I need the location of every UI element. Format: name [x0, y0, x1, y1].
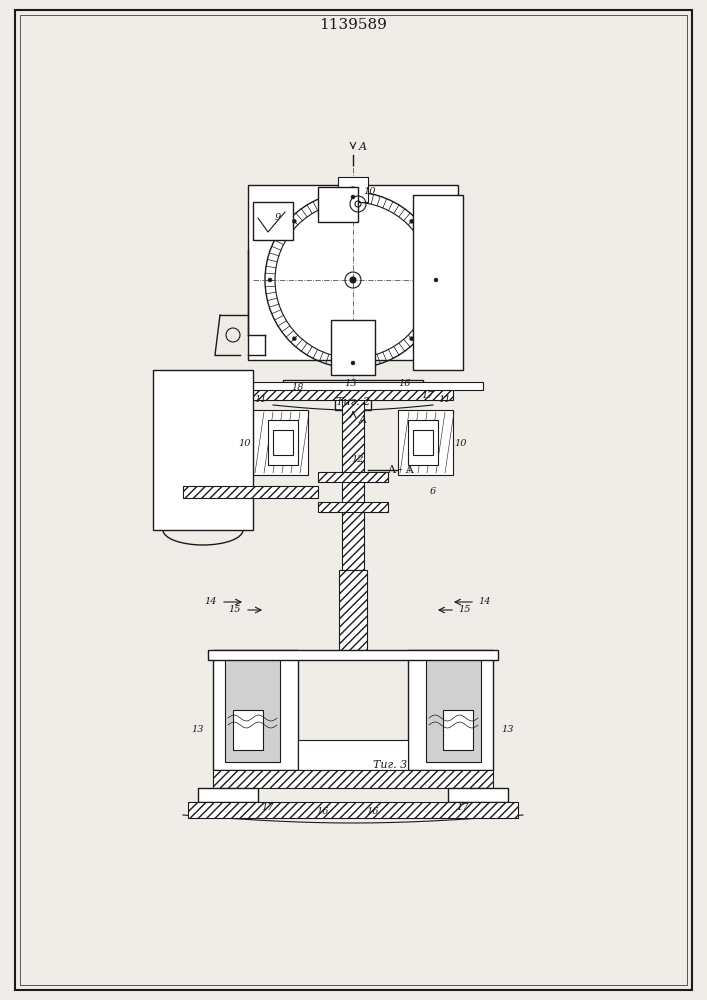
Text: 10: 10 — [455, 438, 467, 448]
Text: 15: 15 — [459, 605, 472, 614]
Circle shape — [351, 361, 355, 365]
Bar — [413, 195, 463, 370]
Text: 16: 16 — [367, 808, 379, 816]
Text: 16: 16 — [317, 808, 329, 816]
Bar — [408, 420, 438, 465]
Bar — [233, 710, 263, 750]
Bar — [273, 430, 293, 455]
Text: 13: 13 — [502, 726, 514, 734]
Text: 14: 14 — [205, 597, 217, 606]
Text: 13: 13 — [192, 726, 204, 734]
Text: 18: 18 — [292, 383, 304, 392]
Text: 1139589: 1139589 — [319, 18, 387, 32]
Text: 17: 17 — [457, 804, 469, 812]
Text: 6: 6 — [430, 488, 436, 496]
Circle shape — [292, 337, 296, 341]
Bar — [253, 388, 453, 400]
Circle shape — [351, 195, 355, 199]
Text: 11: 11 — [255, 395, 267, 404]
Bar — [213, 650, 298, 770]
Text: 12: 12 — [352, 456, 364, 464]
Bar — [188, 802, 518, 818]
Text: 13: 13 — [345, 378, 357, 387]
Bar — [331, 320, 375, 375]
Bar — [398, 410, 453, 475]
Circle shape — [409, 219, 414, 223]
Bar — [248, 185, 458, 360]
Circle shape — [409, 337, 414, 341]
Text: A - A: A - A — [387, 465, 414, 475]
Bar — [298, 740, 408, 770]
Text: 10: 10 — [363, 188, 376, 196]
Bar — [213, 770, 493, 788]
Text: Τиг. 2: Τиг. 2 — [336, 397, 370, 407]
Text: 11: 11 — [439, 395, 451, 404]
Text: 10: 10 — [239, 438, 251, 448]
Text: A: A — [359, 142, 367, 152]
Bar — [342, 390, 364, 570]
Text: 17: 17 — [422, 390, 434, 399]
Bar — [448, 788, 508, 802]
Bar — [338, 177, 368, 202]
Bar — [225, 658, 280, 762]
Bar — [223, 382, 483, 390]
Text: 16: 16 — [399, 378, 411, 387]
Circle shape — [268, 278, 272, 282]
Bar — [283, 380, 423, 398]
Text: 15: 15 — [229, 605, 241, 614]
Circle shape — [434, 278, 438, 282]
Bar — [318, 502, 388, 512]
Bar — [268, 420, 298, 465]
Bar — [198, 788, 258, 802]
Bar — [426, 658, 481, 762]
Bar — [443, 710, 473, 750]
Bar — [413, 430, 433, 455]
Bar — [208, 650, 498, 660]
Text: 9: 9 — [275, 214, 281, 223]
Bar — [339, 570, 367, 650]
Text: A: A — [359, 415, 367, 425]
Bar — [253, 202, 293, 240]
Text: Τиг. 3: Τиг. 3 — [373, 760, 407, 770]
Bar — [335, 398, 371, 410]
Bar — [153, 370, 253, 530]
Circle shape — [350, 277, 356, 283]
Bar — [408, 650, 493, 770]
Bar — [183, 486, 318, 498]
Text: 17: 17 — [262, 804, 274, 812]
Bar — [318, 187, 358, 222]
Circle shape — [292, 219, 296, 223]
Bar — [318, 472, 388, 482]
Text: 14: 14 — [479, 597, 491, 606]
Bar — [253, 410, 308, 475]
